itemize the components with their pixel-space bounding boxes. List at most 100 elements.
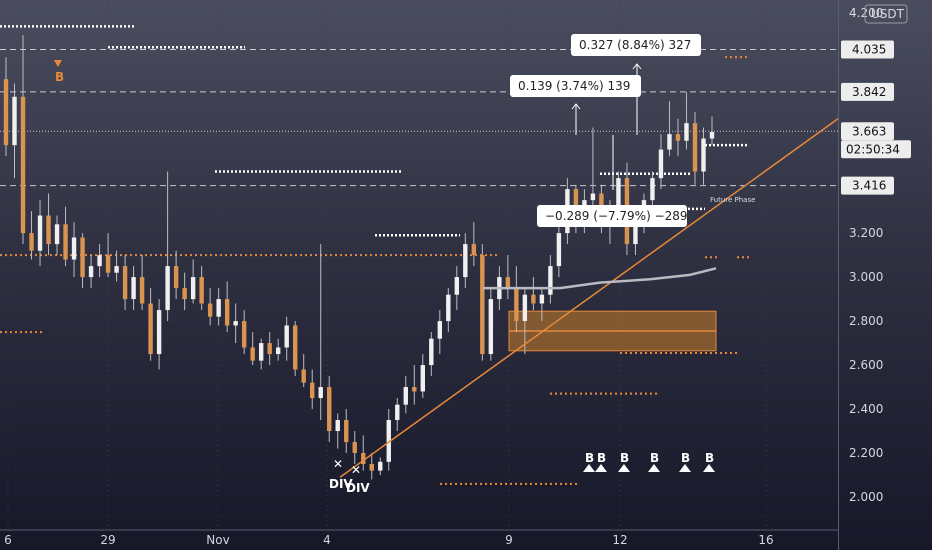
x-tick-label: 29	[100, 533, 115, 547]
candle-body	[233, 321, 238, 326]
buy-signal-label: B	[681, 451, 690, 465]
candle-body	[165, 266, 170, 311]
candle-body	[250, 347, 255, 361]
candle-body	[139, 277, 145, 304]
div-cross: ✕	[333, 457, 343, 471]
candle-body	[318, 387, 323, 399]
annotations: 0.327 (8.84%) 327 0.139 (3.74%) 139 −0.289…	[54, 34, 755, 495]
candle-body	[616, 178, 621, 212]
div-label: DIV	[329, 477, 353, 491]
candle-body	[301, 369, 306, 383]
y-tick-label: 2.800	[849, 314, 883, 328]
price-label-box	[841, 82, 894, 101]
price-label-box	[841, 122, 894, 141]
trend-line	[339, 118, 839, 478]
candle-body	[667, 134, 672, 150]
price-axis[interactable]: 4.200 3.200 3.000 2.800 2.600 2.400 2.200 2.000…	[841, 4, 911, 504]
buy-signal-triangle	[703, 464, 715, 472]
candle-body	[378, 461, 383, 471]
candle-body	[633, 222, 638, 245]
candle-body	[548, 266, 553, 295]
candle-body	[463, 244, 468, 278]
candle-body	[709, 131, 715, 139]
candle-body	[241, 321, 247, 348]
candle-body	[650, 178, 655, 201]
price-label-text: 4.035	[852, 42, 886, 56]
candle-body	[386, 420, 391, 462]
candle-body	[224, 299, 230, 326]
candle-body	[114, 266, 119, 273]
x-tick-label: 6	[4, 533, 12, 547]
candle-body	[658, 149, 664, 179]
candle-body	[97, 255, 102, 267]
candle-body	[310, 382, 315, 399]
candle-body	[46, 215, 51, 245]
countdown-box	[841, 140, 911, 159]
measure-label: 0.327 (8.84%) 327	[579, 38, 691, 52]
top-signal: B	[55, 70, 64, 84]
price-label-box	[841, 40, 894, 59]
currency-badge	[864, 4, 908, 24]
buy-signal-label: B	[705, 451, 714, 465]
candle-body	[275, 347, 281, 355]
measure-box	[571, 34, 701, 56]
candle-body	[412, 387, 417, 392]
candle-body	[454, 277, 460, 295]
moving-average-line	[483, 267, 717, 290]
buy-signal-triangle	[679, 464, 691, 472]
buy-signal-triangle	[583, 464, 595, 472]
candle-body	[369, 464, 374, 471]
candles	[3, 35, 715, 480]
candle-body	[3, 79, 9, 146]
price-scale-strip	[838, 0, 932, 550]
candle-body	[488, 299, 494, 355]
measure-label: 0.139 (3.74%) 139	[518, 79, 630, 93]
candle-body	[420, 365, 425, 392]
currency-label: USDT	[871, 7, 905, 21]
candle-body	[701, 138, 706, 172]
candle-body	[344, 420, 349, 443]
candle-body	[80, 237, 85, 278]
price-label-text: 3.663	[852, 124, 886, 138]
future-label: Future Phase	[710, 196, 755, 204]
demand-zone	[508, 310, 717, 352]
candle-body	[156, 310, 162, 355]
candle-body	[199, 277, 204, 304]
y-tick-label: 3.000	[849, 270, 883, 284]
x-tick-label: 12	[612, 533, 627, 547]
candle-body	[327, 387, 332, 432]
candle-body	[352, 442, 357, 454]
candle-body	[675, 134, 681, 141]
buy-signal-triangle	[618, 464, 630, 472]
measure-arrowhead	[632, 63, 642, 70]
buy-signal-label: B	[585, 451, 594, 465]
overlay-lines	[339, 118, 839, 478]
price-label-text: 3.416	[852, 179, 886, 193]
buy-signal-label: B	[650, 451, 659, 465]
candle-body	[258, 343, 264, 361]
candle-body	[531, 294, 536, 304]
buy-signal-label: B	[620, 451, 629, 465]
y-tick-label: 2.200	[849, 446, 883, 460]
candle-body	[29, 233, 34, 251]
candle-body	[539, 294, 545, 304]
measure-label: −0.289 (−7.79%) −289	[545, 209, 688, 223]
candle-body	[173, 266, 179, 289]
candle-body	[692, 123, 698, 172]
div-label: DIV	[346, 481, 370, 495]
candle-body	[71, 237, 77, 260]
candle-body	[403, 387, 408, 405]
candle-body	[131, 277, 136, 300]
y-tick-label: 2.400	[849, 402, 883, 416]
candle-body	[395, 404, 400, 421]
time-axis[interactable]: 6 29 Nov 4 9 12 16	[0, 529, 838, 547]
candle-body	[63, 224, 68, 260]
buy-signal-triangle	[648, 464, 660, 472]
price-label-box	[841, 176, 894, 195]
y-tick-label: 4.200	[849, 6, 883, 20]
candle-body	[20, 96, 26, 234]
buy-signal-label: B	[597, 451, 606, 465]
candle-body	[37, 215, 43, 251]
sell-triangle	[54, 60, 62, 67]
